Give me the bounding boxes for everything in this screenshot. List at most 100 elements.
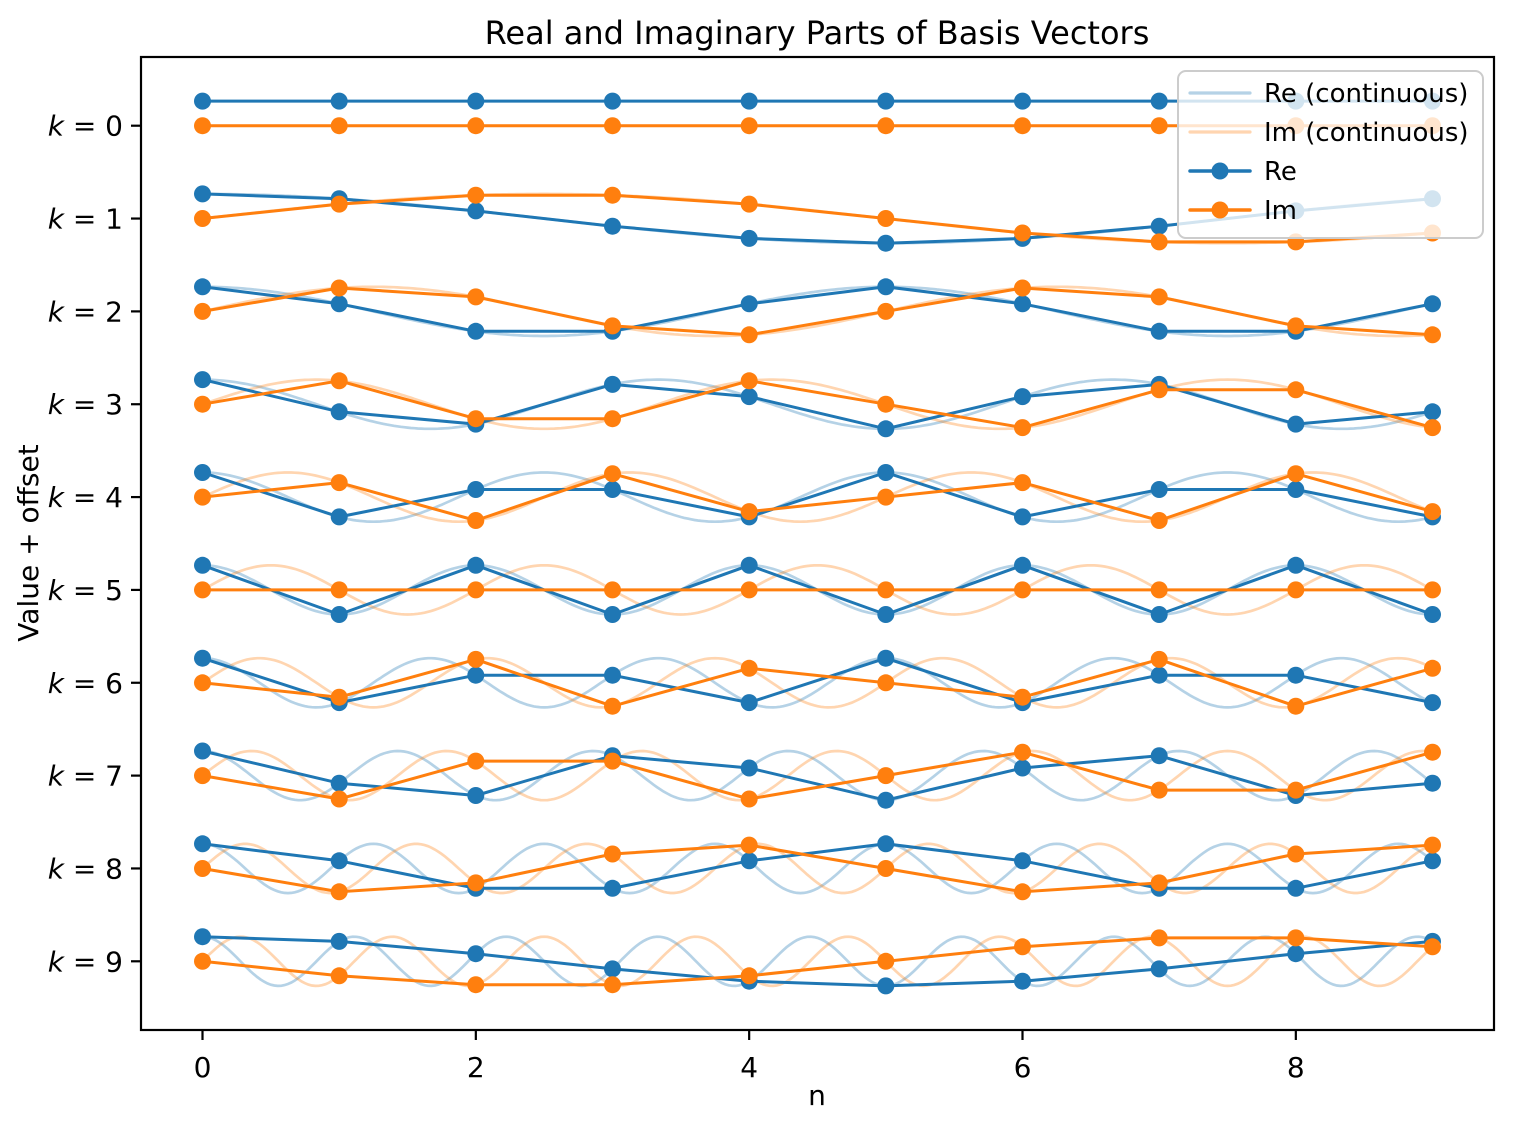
re-marker-k7-n9 (1424, 774, 1441, 792)
re-marker-k0-n1 (330, 92, 348, 110)
re-marker-k4-n6 (1014, 508, 1031, 526)
legend-label: Im (1264, 196, 1297, 226)
re-marker-k6-n0 (194, 649, 211, 667)
y-tick-label: k = 5 (48, 574, 123, 607)
re-marker-k1-n2 (467, 202, 485, 220)
im-marker-k4-n7 (1150, 512, 1168, 529)
re-marker-k7-n2 (467, 787, 485, 804)
re-marker-k3-n4 (740, 388, 758, 406)
im-marker-k2-n2 (467, 288, 485, 306)
re-marker-k9-n6 (1014, 972, 1031, 990)
im-marker-k7-n2 (467, 752, 485, 770)
basis-row-k9 (194, 928, 1441, 995)
re-marker-k7-n5 (877, 791, 895, 809)
re-marker-k6-n8 (1287, 666, 1305, 684)
re-marker-k5-n3 (604, 606, 621, 623)
basis-row-k0 (194, 92, 1441, 135)
re-marker-k2-n1 (330, 295, 348, 313)
re-marker-k8-n6 (1014, 852, 1031, 870)
continuous-re-curve-k8 (201, 842, 1434, 895)
im-marker-k9-n9 (1424, 938, 1441, 956)
re-line-k4 (201, 471, 1434, 519)
im-marker-k3-n2 (467, 410, 485, 428)
re-marker-k1-n0 (194, 185, 211, 203)
im-marker-k7-n5 (877, 767, 895, 785)
im-marker-k0-n2 (467, 117, 485, 135)
re-marker-k9-n3 (604, 960, 621, 978)
im-marker-k2-n0 (194, 302, 211, 320)
im-marker-k2-n7 (1150, 288, 1168, 306)
im-marker-k2-n9 (1424, 326, 1441, 344)
im-marker-k7-n6 (1014, 743, 1031, 761)
im-marker-k8-n0 (194, 860, 211, 877)
re-marker-k5-n0 (194, 556, 211, 574)
re-marker-k5-n6 (1014, 556, 1031, 574)
im-line-k4 (201, 472, 1434, 522)
re-marker-k1-n3 (604, 217, 621, 235)
im-marker-k8-n7 (1150, 874, 1168, 892)
re-marker-k2-n2 (467, 322, 485, 340)
continuous-re-curve-k7 (201, 749, 1434, 802)
legend-label: Re (1264, 157, 1297, 187)
basis-row-k2 (194, 278, 1441, 344)
im-marker-k8-n6 (1014, 883, 1031, 901)
im-marker-k3-n5 (877, 395, 895, 413)
re-marker-k8-n3 (604, 879, 621, 897)
im-marker-k1-n5 (877, 210, 895, 227)
im-marker-k9-n7 (1150, 929, 1168, 947)
re-marker-k8-n4 (740, 852, 758, 870)
im-marker-k4-n8 (1287, 465, 1305, 483)
re-marker-k4-n8 (1287, 481, 1305, 498)
im-marker-k3-n4 (740, 372, 758, 390)
re-marker-k9-n1 (330, 932, 348, 950)
im-marker-k5-n1 (330, 581, 348, 599)
im-marker-k3-n3 (604, 410, 621, 428)
y-tick-label: k = 4 (48, 481, 123, 514)
im-marker-k1-n3 (604, 186, 621, 204)
im-line-k3 (201, 379, 1434, 430)
im-marker-k8-n3 (604, 845, 621, 863)
re-marker-k7-n1 (330, 774, 348, 792)
y-tick-label: k = 2 (48, 295, 123, 328)
re-marker-k8-n8 (1287, 879, 1305, 897)
im-marker-k6-n9 (1424, 659, 1441, 677)
im-marker-k5-n8 (1287, 581, 1305, 599)
re-marker-k0-n7 (1150, 92, 1168, 110)
legend-label: Re (continuous) (1264, 79, 1468, 109)
im-marker-k5-n6 (1014, 581, 1031, 599)
im-marker-k9-n2 (467, 976, 485, 994)
im-marker-k2-n1 (330, 279, 348, 297)
re-marker-k1-n5 (877, 234, 895, 252)
im-marker-k1-n0 (194, 210, 211, 227)
re-line-k6 (201, 656, 1434, 705)
im-marker-k4-n2 (467, 512, 485, 529)
legend-item-im-continuous: Im (continuous) (1188, 118, 1469, 148)
im-marker-k6-n4 (740, 659, 758, 677)
im-marker-k5-n0 (194, 581, 211, 599)
im-marker-k5-n4 (740, 581, 758, 599)
re-marker-k6-n5 (877, 649, 895, 667)
x-axis-label: n (808, 1079, 826, 1112)
legend-sample-marker (1211, 201, 1229, 219)
im-marker-k4-n4 (740, 503, 758, 521)
re-marker-k7-n4 (740, 759, 758, 777)
y-axis-label: Value + offset (12, 444, 45, 641)
im-marker-k2-n3 (604, 317, 621, 335)
re-marker-k3-n0 (194, 371, 211, 389)
legend: Re (continuous) Im (continuous) Re Im (1177, 70, 1484, 239)
axes-layer: 0 2 4 6 8 k = 0 k = 1 k = 2 k = 3 k = 4 k = 5 k = 6… (12, 14, 1496, 1112)
im-marker-k0-n0 (194, 117, 211, 135)
im-marker-k8-n5 (877, 860, 895, 877)
im-line-k1 (201, 193, 1434, 244)
im-marker-k6-n5 (877, 674, 895, 692)
im-marker-k3-n1 (330, 372, 348, 390)
legend-label: Im (continuous) (1264, 118, 1469, 148)
im-marker-k0-n1 (330, 117, 348, 135)
re-marker-k6-n9 (1424, 694, 1441, 712)
im-marker-k8-n2 (467, 874, 485, 892)
re-line-k8 (201, 842, 1434, 890)
re-marker-k4-n7 (1150, 481, 1168, 498)
re-marker-k4-n2 (467, 481, 485, 498)
